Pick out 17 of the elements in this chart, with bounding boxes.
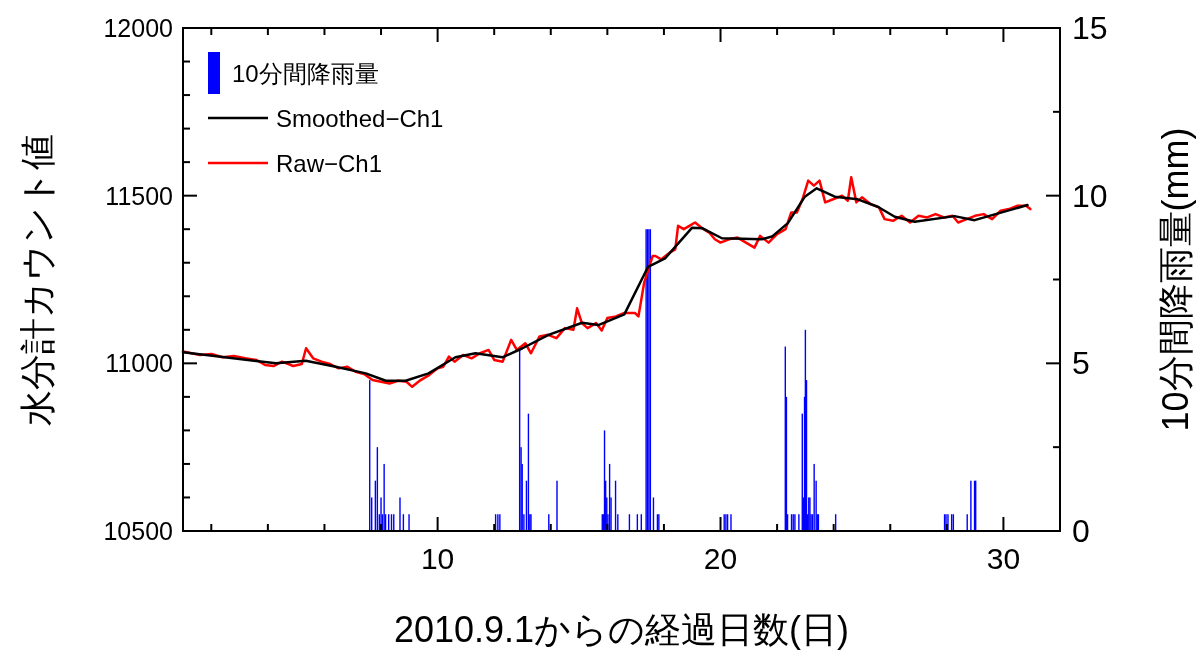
x-axis-title: 2010.9.1からの経過日数(日) (393, 609, 850, 650)
x-tick-label: 30 (986, 542, 1021, 575)
y-tick-label: 12000 (103, 14, 173, 42)
legend-label: 10分間降雨量 (232, 60, 379, 87)
y-tick-label: 11500 (105, 181, 173, 210)
legend-label: Smoothed−Ch1 (276, 105, 444, 132)
y2-tick-label: 5 (1072, 345, 1090, 382)
y2-axis-title: 10分間降雨量(mm) (1155, 127, 1196, 432)
y2-tick-label: 10 (1072, 177, 1108, 214)
x-tick-label: 10 (420, 542, 455, 575)
y2-tick-label: 15 (1072, 10, 1108, 46)
y2-tick-label: 0 (1072, 513, 1090, 549)
legend-label: Raw−Ch1 (276, 150, 383, 177)
y-tick-label: 11000 (105, 349, 173, 378)
y-axis-title: 水分計カウント値 (17, 133, 58, 426)
y-tick-label: 10500 (103, 517, 173, 545)
x-tick-label: 20 (703, 542, 738, 575)
